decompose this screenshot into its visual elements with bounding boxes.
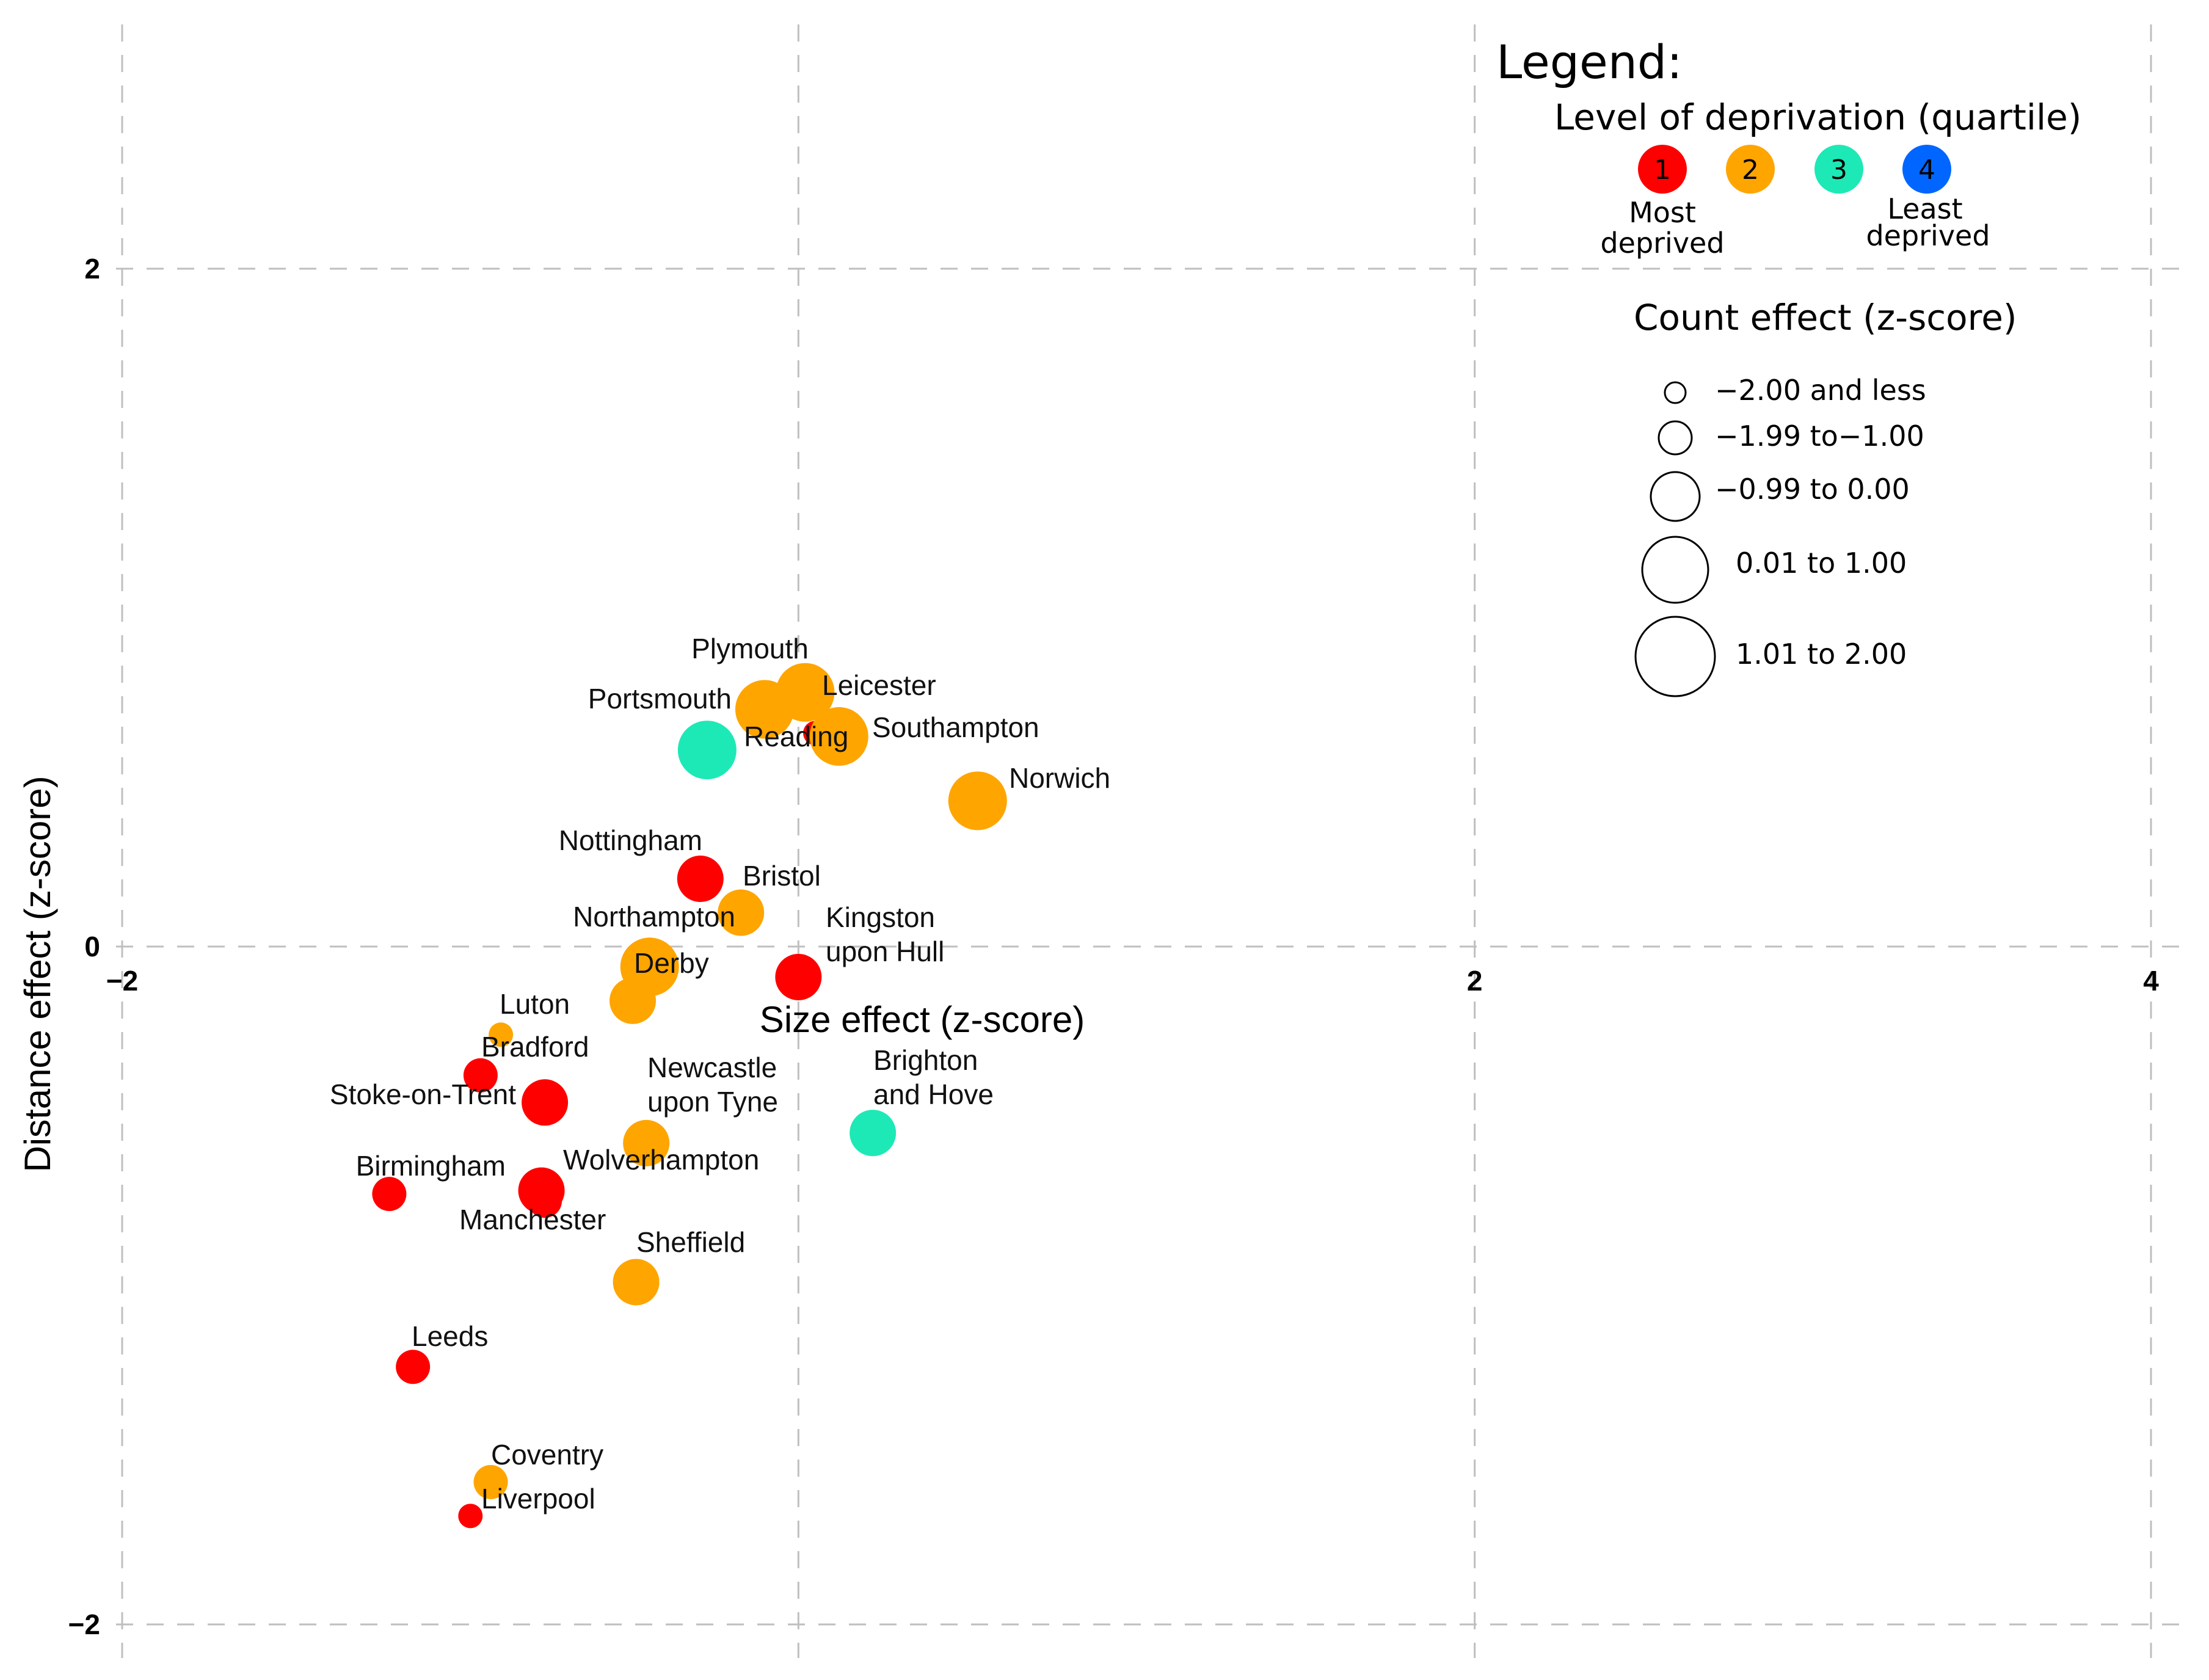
legend-size-circle — [1650, 471, 1701, 522]
point-leeds — [396, 1350, 431, 1384]
point-norwich — [948, 771, 1007, 831]
point-newcastle-upon-tyne — [623, 1119, 670, 1166]
point-label-leicester: Leicester — [822, 669, 936, 701]
point-sheffield — [613, 1259, 660, 1306]
legend-size-classes: −2.00 and less −1.99 to−1.00 −0.99 to 0.00… — [1634, 374, 1926, 697]
point-nottingham — [677, 856, 724, 902]
point-label-sheffield: Sheffield — [636, 1226, 745, 1258]
legend-most-line2: deprived — [1600, 227, 1724, 260]
legend: Legend: Level of deprivation (quartile) … — [1496, 35, 2081, 697]
point-derby — [610, 977, 657, 1024]
legend-least-line2: deprived — [1866, 219, 1990, 252]
point-label-liverpool: Liverpool — [481, 1483, 595, 1515]
y-tick-label: 2 — [84, 253, 100, 285]
point-label-bristol: Bristol — [743, 860, 821, 892]
legend-size-circle — [1658, 420, 1693, 456]
y-axis-title: Distance effect (z-score) — [17, 776, 58, 1172]
point-label-stoke: Stoke-on-Trent — [330, 1078, 516, 1110]
point-reading — [677, 721, 737, 780]
point-label-brighton-line1: Brighton — [873, 1044, 978, 1076]
point-label-wolverhampton: Wolverhampton — [563, 1144, 759, 1176]
point-label-coventry: Coventry — [491, 1439, 603, 1471]
point-label-portsmouth: Portsmouth — [588, 683, 732, 715]
legend-quartile-2-swatch — [1726, 145, 1775, 194]
x-axis-title: Size effect (z-score) — [760, 999, 1085, 1040]
x-tick-label: 2 — [1467, 965, 1483, 997]
legend-size-label: 1.01 to 2.00 — [1736, 638, 1907, 671]
x-tick-label: 4 — [2143, 965, 2159, 997]
legend-least-line1: Least — [1887, 192, 1962, 225]
point-manchester — [528, 1184, 562, 1218]
point-label-bradford: Bradford — [481, 1031, 589, 1063]
legend-quartile-1-swatch — [1638, 145, 1687, 194]
point-label-birmingham: Birmingham — [356, 1150, 506, 1182]
point-label-nottingham: Nottingham — [559, 824, 702, 856]
legend-quartile-4-swatch — [1902, 145, 1951, 194]
point-southampton — [809, 707, 868, 766]
point-label-norwich: Norwich — [1009, 762, 1110, 794]
legend-count-title: Count effect (z-score) — [1634, 297, 2017, 338]
point-label-kingston-line1: Kingston — [826, 901, 935, 933]
y-tick-label: 0 — [84, 931, 100, 962]
point-label-leeds: Leeds — [412, 1320, 488, 1352]
point-bristol — [718, 889, 765, 936]
legend-quartile-4-label: 4 — [1918, 155, 1935, 186]
point-label-reading: Reading — [744, 721, 848, 752]
legend-quartile-1-label: 1 — [1654, 155, 1671, 186]
point-labels: Plymouth Portsmouth Leicester Reading So… — [330, 633, 1110, 1515]
legend-title: Legend: — [1496, 35, 1683, 89]
point-label-manchester: Manchester — [459, 1204, 606, 1235]
point-liverpool — [458, 1504, 483, 1529]
point-label-newcastle-line2: upon Tyne — [647, 1086, 778, 1118]
legend-quartile-3-swatch — [1814, 145, 1863, 194]
point-label-luton: Luton — [500, 988, 570, 1020]
point-brighton-and-hove — [850, 1110, 897, 1157]
point-label-kingston-line2: upon Hull — [826, 936, 944, 967]
point-label-northampton: Northampton — [573, 901, 735, 933]
grid-lines — [116, 24, 2193, 1658]
legend-size-label: −2.00 and less — [1715, 374, 1926, 407]
legend-quartile-swatches: 1 2 3 4 — [1638, 145, 1951, 194]
point-label-brighton-line2: and Hove — [873, 1078, 994, 1110]
point-label-derby: Derby — [634, 947, 709, 979]
point-stoke-on-trent — [522, 1079, 569, 1126]
legend-size-circle — [1664, 381, 1687, 404]
legend-most-line1: Most — [1629, 196, 1696, 229]
x-tick-label: −2 — [106, 965, 138, 997]
legend-deprivation-title: Level of deprivation (quartile) — [1554, 96, 2081, 138]
legend-size-label: 0.01 to 1.00 — [1736, 547, 1907, 580]
legend-size-label: −0.99 to 0.00 — [1715, 473, 1910, 506]
point-portsmouth — [735, 680, 794, 739]
legend-quartile-2-label: 2 — [1742, 155, 1759, 186]
tick-labels: −2024−202 — [68, 253, 2160, 1640]
point-kingston-upon-hull — [775, 953, 822, 1000]
point-label-southampton: Southampton — [872, 711, 1039, 743]
data-points — [372, 663, 1007, 1529]
legend-quartile-3-label: 3 — [1830, 155, 1847, 186]
legend-size-circle — [1641, 536, 1709, 604]
y-tick-label: −2 — [68, 1609, 100, 1640]
legend-size-label: −1.99 to−1.00 — [1715, 420, 1924, 453]
point-label-newcastle-line1: Newcastle — [647, 1052, 777, 1083]
point-birmingham — [372, 1177, 407, 1212]
legend-size-circle — [1634, 616, 1716, 697]
point-luton — [489, 1022, 514, 1047]
point-bradford — [463, 1058, 498, 1093]
point-label-plymouth: Plymouth — [691, 633, 809, 664]
point-coventry — [473, 1464, 508, 1499]
